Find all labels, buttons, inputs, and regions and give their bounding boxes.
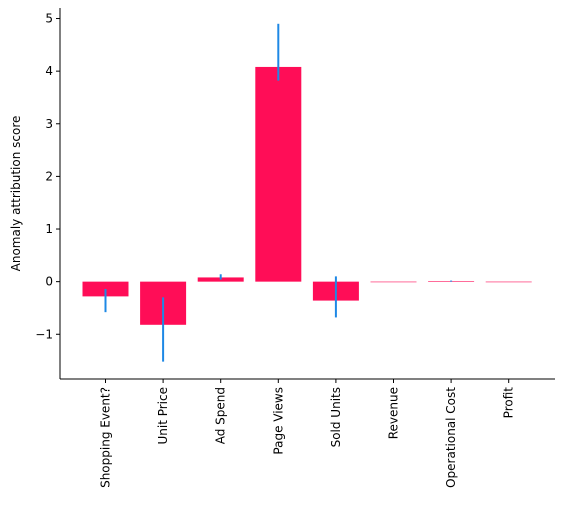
y-tick-label: 2 [45,169,53,183]
bar-revenue [370,281,417,283]
x-tick-label: Revenue [387,387,401,439]
y-tick-label: −1 [35,327,53,341]
y-tick-label: 5 [45,12,53,26]
x-tick-label: Shopping Event? [99,387,113,488]
bars-group [82,66,532,325]
y-tick-label: 0 [45,275,53,289]
y-tick-label: 1 [45,222,53,236]
y-axis-label: Anomaly attribution score [9,116,23,272]
bar-page-views [255,66,302,282]
x-tick-label: Sold Units [329,387,343,447]
x-ticks-group: Shopping Event? Unit Price Ad Spend Page Vi… [99,379,516,488]
x-tick-label: Unit Price [156,387,170,445]
x-tick-label: Page Views [271,387,285,455]
y-tick-label: 3 [45,117,53,131]
y-tick-label: 4 [45,64,53,78]
x-tick-label: Profit [502,387,516,419]
x-tick-label: Ad Spend [214,387,228,444]
y-ticks-group: −1 0 1 2 3 4 5 [35,12,60,341]
axes-group [59,8,555,380]
error-bars-group [104,23,453,362]
bar-profit [485,281,532,283]
x-tick-label: Operational Cost [444,387,458,488]
